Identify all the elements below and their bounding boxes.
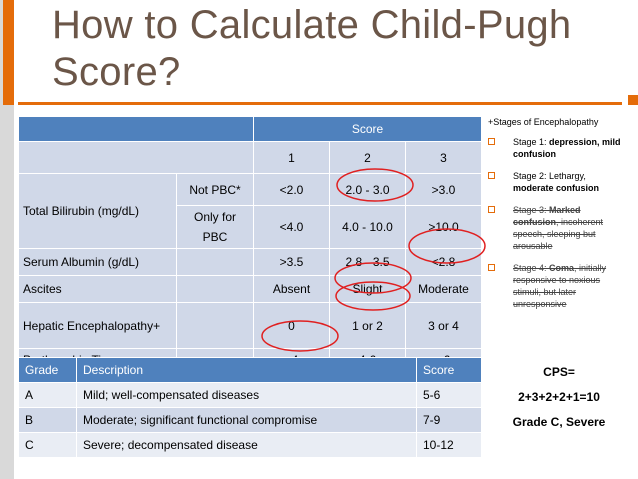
- encephalopathy-notes: +Stages of Encephalopathy Stage 1: depre…: [488, 117, 628, 320]
- stage-2-note: Stage 2: Lethargy, moderate confusion: [488, 170, 628, 194]
- grade-score: 7-9: [416, 407, 482, 433]
- grade-header-row: Grade Description Score: [18, 357, 482, 383]
- grade-score: 5-6: [416, 382, 482, 408]
- grade-header: Grade: [18, 357, 77, 383]
- stage-3-prefix: Stage 3:: [513, 205, 550, 215]
- encephalopathy-label: Hepatic Encephalopathy+: [18, 302, 177, 349]
- stage-3-rest: , incoherent speech, sleeping but arousa…: [513, 217, 604, 251]
- grade-row: B Moderate; significant functional compr…: [18, 407, 482, 433]
- encephalopathy-row: Hepatic Encephalopathy+ 0 1 or 2 3 or 4: [18, 302, 482, 349]
- ascites-label: Ascites: [18, 275, 177, 303]
- grade-letter: A: [18, 382, 77, 408]
- encephalopathy-blank-cell: [176, 302, 254, 349]
- slide-title: How to Calculate Child-Pugh Score?: [52, 3, 572, 94]
- bilirubin-label: Total Bilirubin (mg/dL): [18, 173, 177, 249]
- grade-letter: B: [18, 407, 77, 433]
- grade-description: Moderate; significant functional comprom…: [76, 407, 417, 433]
- notes-heading: +Stages of Encephalopathy: [488, 117, 599, 127]
- grade-row: A Mild; well-compensated diseases 5-6: [18, 382, 482, 408]
- ascites-1: Absent: [253, 275, 330, 303]
- not-pbc-label: Not PBC*: [176, 173, 254, 206]
- left-sidebar-bar: [0, 0, 14, 479]
- grade-description: Mild; well-compensated diseases: [76, 382, 417, 408]
- points-1: 1: [253, 141, 330, 174]
- stage-4-prefix: Stage 4:: [513, 263, 550, 273]
- stage-3-bold: Marked confusion: [513, 205, 581, 227]
- albumin-row: Serum Albumin (g/dL) >3.5 2.8 - 3.5 <2.8: [18, 248, 482, 276]
- stage-1-bold: depression, mild confusion: [513, 137, 621, 159]
- title-accent-bar: [3, 0, 14, 105]
- albumin-blank-cell: [176, 248, 254, 276]
- cps-label: CPS=: [543, 365, 575, 379]
- score-header-row: Score: [18, 116, 482, 142]
- stage-3-note: Stage 3: Marked confusion, incoherent sp…: [488, 204, 628, 252]
- albumin-2: 2.8 - 3.5: [329, 248, 406, 276]
- bilirubin-not-pbc-row: Total Bilirubin (mg/dL) Not PBC* <2.0 2.…: [18, 173, 482, 249]
- grade-score: 10-12: [416, 432, 482, 458]
- bilirubin-pbc-1: <4.0: [253, 205, 330, 249]
- bilirubin-not-pbc-2: 2.0 - 3.0: [329, 173, 406, 206]
- ascites-2: Slight: [329, 275, 406, 303]
- albumin-1: >3.5: [253, 248, 330, 276]
- score-range-header: Score: [416, 357, 482, 383]
- encephalopathy-2: 1 or 2: [329, 302, 406, 349]
- bilirubin-not-pbc-1: <2.0: [253, 173, 330, 206]
- ascites-blank-cell: [176, 275, 254, 303]
- grade-row: C Severe; decompensated disease 10-12: [18, 432, 482, 458]
- header-blank-cell: [18, 116, 254, 142]
- title-accent-marker: [628, 95, 638, 105]
- ascites-3: Moderate: [405, 275, 482, 303]
- stage-1-prefix: Stage 1:: [513, 137, 550, 147]
- score-header: Score: [253, 116, 482, 142]
- stage-1-note: Stage 1: depression, mild confusion: [488, 136, 628, 160]
- stage-4-note: Stage 4: Coma, initially responsive to n…: [488, 262, 628, 310]
- points-3: 3: [405, 141, 482, 174]
- points-row: 1 2 3: [18, 141, 482, 174]
- bullet-box-icon: [488, 172, 495, 179]
- stage-2-prefix: Stage 2: Lethargy,: [513, 171, 586, 181]
- encephalopathy-1: 0: [253, 302, 330, 349]
- encephalopathy-3: 3 or 4: [405, 302, 482, 349]
- grade-table: Grade Description Score A Mild; well-com…: [18, 357, 482, 458]
- ascites-row: Ascites Absent Slight Moderate: [18, 275, 482, 303]
- stage-2-bold: moderate confusion: [513, 183, 600, 193]
- bilirubin-pbc-2: 4.0 - 10.0: [329, 205, 406, 249]
- albumin-3: <2.8: [405, 248, 482, 276]
- child-pugh-score-table: Score 1 2 3 Total Bilirubin (mg/dL) Not …: [18, 116, 482, 372]
- grade-letter: C: [18, 432, 77, 458]
- stage-4-bold: Coma: [549, 263, 575, 273]
- bullet-box-icon: [488, 264, 495, 271]
- bullet-box-icon: [488, 206, 495, 213]
- bilirubin-pbc-3: >10.0: [405, 205, 482, 249]
- points-blank-cell: [18, 141, 254, 174]
- pbc-label: Only for PBC: [176, 205, 254, 249]
- description-header: Description: [76, 357, 417, 383]
- bilirubin-not-pbc-3: >3.0: [405, 173, 482, 206]
- cps-grade: Grade C, Severe: [512, 415, 606, 429]
- points-2: 2: [329, 141, 406, 174]
- stage-4-rest: , initially responsive to noxious stimul…: [513, 263, 607, 309]
- albumin-label: Serum Albumin (g/dL): [18, 248, 177, 276]
- grade-description: Severe; decompensated disease: [76, 432, 417, 458]
- cps-equation: 2+3+2+2+1=10: [518, 390, 600, 404]
- title-underline: [18, 102, 622, 105]
- cps-result: CPS= 2+3+2+2+1=10 Grade C, Severe: [489, 360, 629, 435]
- bullet-box-icon: [488, 138, 495, 145]
